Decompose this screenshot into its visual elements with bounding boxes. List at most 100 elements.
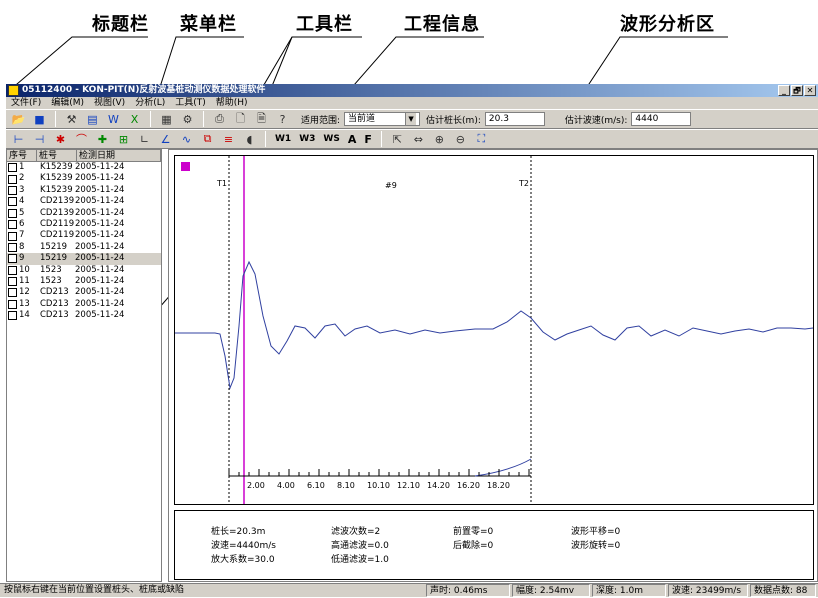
param-highpass: 高通滤波=0.0 [331, 541, 389, 551]
fit-view-icon[interactable]: ⛶ [477, 132, 486, 145]
depth-ticks: 2.00 4.00 6.10 8.10 10.10 12.10 14.20 16.20 18.2… [228, 469, 530, 490]
row-pile-id: 15219 [40, 241, 68, 252]
row-checkbox[interactable] [8, 185, 17, 195]
word-export-icon[interactable]: W [108, 112, 119, 126]
report-icon[interactable]: ▤ [87, 112, 98, 126]
w3-button[interactable]: W3 [299, 134, 316, 144]
toolbar-analysis: ⊢ ⊣ ✱ ⌒ ✚ ⊞ ∟ ∠ ∿ ⧉ ≡ ◖ W1 W3 WS A F ⇱ ⇔… [6, 129, 818, 149]
row-date: 2005-11-24 [75, 184, 125, 195]
list-item[interactable]: 4 CD2139 2005-11-24 [7, 196, 161, 207]
list-item[interactable]: 11 1523 2005-11-24 [7, 276, 161, 287]
zoom-out-icon[interactable]: ⊖ [455, 132, 465, 146]
multi-trace-icon[interactable]: ⊞ [118, 132, 129, 146]
list-item[interactable]: 8 15219 2005-11-24 [7, 242, 161, 253]
est-speed-input[interactable]: 4440 [631, 112, 692, 126]
row-no: 4 [19, 196, 25, 207]
col-no-header[interactable]: 序号 [7, 150, 37, 161]
list-item[interactable]: 7 CD2119 2005-11-24 [7, 230, 161, 241]
zero-icon[interactable]: ∟ [139, 132, 150, 146]
row-checkbox[interactable] [8, 265, 17, 275]
cursor-icon[interactable]: ⇱ [392, 132, 402, 146]
help-icon[interactable]: ? [279, 112, 286, 126]
row-checkbox[interactable] [8, 208, 17, 218]
list-item[interactable]: 6 CD2119 2005-11-24 [7, 219, 161, 230]
list-item[interactable]: 10 1523 2005-11-24 [7, 265, 161, 276]
annotation-menu-bar: 菜单栏 [180, 14, 237, 35]
f-button[interactable]: F [364, 132, 372, 146]
close-button[interactable]: ✕ [804, 85, 816, 96]
row-checkbox[interactable] [8, 288, 17, 298]
row-date: 2005-11-24 [75, 230, 125, 241]
list-item[interactable]: 9 15219 2005-11-24 [7, 253, 161, 265]
excel-export-icon[interactable]: X [130, 112, 139, 126]
pile-head-icon[interactable]: ⊢ [13, 132, 24, 146]
list-item[interactable]: 14 CD213 2005-11-24 [7, 310, 161, 321]
row-pile-id: CD213 [40, 287, 69, 298]
pile-bottom-icon[interactable]: ⊣ [34, 132, 45, 146]
row-date: 2005-11-24 [75, 241, 125, 252]
waveform-plot[interactable]: T1 T2 #9 2.00 4.00 6.10 8.10 10.10 12.10 14.20… [174, 155, 814, 505]
list-item[interactable]: 13 CD213 2005-11-24 [7, 299, 161, 310]
defect-icon[interactable]: ✱ [55, 132, 66, 146]
chevron-down-icon[interactable]: ▼ [405, 113, 417, 125]
maximize-button[interactable]: 🗗 [791, 85, 803, 96]
status-depth: 深度: 1.0m [592, 584, 666, 597]
list-item[interactable]: 2 K15239 2005-11-24 [7, 173, 161, 184]
menu-edit[interactable]: 编辑(M) [51, 98, 84, 108]
list-item[interactable]: 5 CD2139 2005-11-24 [7, 208, 161, 219]
grid-icon[interactable]: ▦ [161, 112, 172, 126]
list-item[interactable]: 12 CD213 2005-11-24 [7, 287, 161, 298]
settings-icon[interactable]: ⚙ [182, 112, 193, 126]
list-item[interactable]: 3 K15239 2005-11-24 [7, 185, 161, 196]
ws-button[interactable]: WS [323, 134, 340, 144]
row-checkbox[interactable] [8, 197, 17, 207]
est-length-input[interactable]: 20.3 [484, 112, 545, 126]
row-checkbox[interactable] [8, 299, 17, 309]
tick-label: 6.10 [307, 481, 325, 490]
open-folder-icon[interactable]: 📂 [11, 112, 26, 126]
menu-file[interactable]: 文件(F) [11, 98, 42, 108]
integrate-icon[interactable]: ✚ [97, 132, 108, 146]
status-bar: 按鼠标右键在当前位置设置桩头、桩底或缺陷 声时: 0.46ms 幅度: 2.54… [0, 583, 818, 597]
row-no: 9 [19, 253, 25, 264]
range-select[interactable]: 当前道 ▼ [344, 112, 421, 126]
pile-list-header: 序号 桩号 检测日期 [7, 150, 161, 162]
list-icon[interactable]: ≡ [223, 132, 234, 146]
row-checkbox[interactable] [8, 231, 17, 241]
col-date-header[interactable]: 检测日期 [77, 150, 161, 161]
row-checkbox[interactable] [8, 254, 17, 264]
list-item[interactable]: 1 K15239 2005-11-24 [7, 162, 161, 173]
row-checkbox[interactable] [8, 242, 17, 252]
menu-view[interactable]: 视图(V) [94, 98, 126, 108]
smooth-icon[interactable]: ∿ [181, 132, 192, 146]
tool-icon[interactable]: ⚒ [66, 112, 77, 126]
save-icon[interactable]: ■ [34, 112, 45, 126]
param-filter-count: 滤波次数=2 [331, 527, 381, 537]
row-date: 2005-11-24 [75, 264, 125, 275]
row-checkbox[interactable] [8, 220, 17, 230]
range-label: 适用范围: [301, 115, 341, 126]
page-setup-icon[interactable]: 🗎 [257, 111, 266, 125]
a-button[interactable]: A [347, 132, 357, 146]
print-icon[interactable]: ⎙ [215, 112, 224, 125]
row-checkbox[interactable] [8, 277, 17, 287]
menu-help[interactable]: 帮助(H) [215, 98, 248, 108]
print-preview-icon[interactable]: 🗋 [236, 111, 245, 125]
row-checkbox[interactable] [8, 311, 17, 321]
overlay-icon[interactable]: ⧉ [203, 132, 212, 145]
row-pile-id: CD213 [40, 298, 69, 309]
row-date: 2005-11-24 [75, 162, 125, 172]
col-id-header[interactable]: 桩号 [37, 150, 77, 161]
w1-button[interactable]: W1 [275, 134, 292, 144]
menu-tools[interactable]: 工具(T) [175, 98, 206, 108]
zoom-in-icon[interactable]: ⊕ [434, 132, 444, 146]
row-checkbox[interactable] [8, 163, 17, 173]
minimize-button[interactable]: _ [778, 85, 790, 96]
filter-icon[interactable]: ⌒ [76, 133, 87, 146]
menu-analyze[interactable]: 分析(L) [135, 98, 166, 108]
est-length-value: 20.3 [488, 114, 509, 124]
row-checkbox[interactable] [8, 174, 17, 184]
marker-icon[interactable]: ◖ [246, 132, 253, 146]
rotate-icon[interactable]: ∠ [160, 132, 171, 146]
stretch-icon[interactable]: ⇔ [413, 132, 423, 146]
